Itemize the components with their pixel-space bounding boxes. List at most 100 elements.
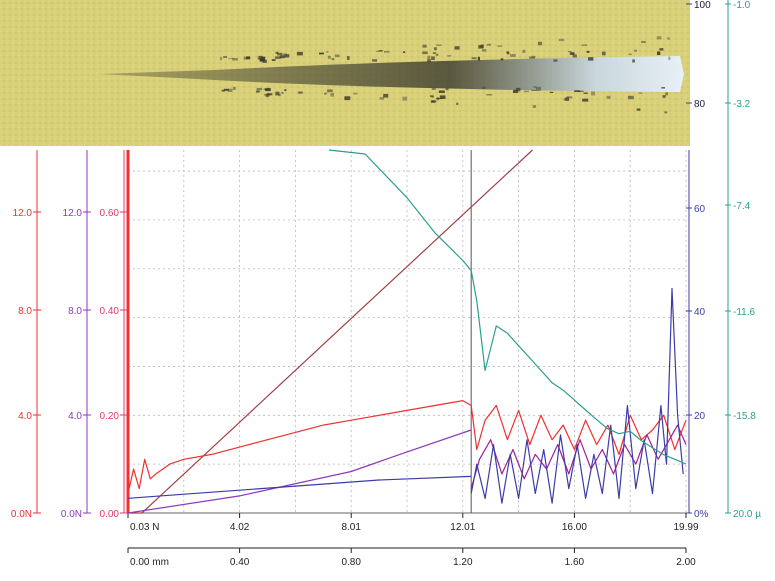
chip-fleck xyxy=(256,87,263,91)
chip-fleck xyxy=(486,94,493,96)
chip-fleck xyxy=(271,59,276,61)
axis-tick-label: -3.2 xyxy=(733,99,751,110)
axis-tick-label: 8.01 xyxy=(341,522,361,533)
chip-fleck xyxy=(279,55,285,59)
chip-fleck xyxy=(657,51,661,55)
chip-fleck xyxy=(531,89,537,91)
chip-fleck xyxy=(566,96,573,99)
chip-fleck xyxy=(262,59,267,63)
chip-fleck xyxy=(325,51,329,53)
chip-fleck xyxy=(445,87,449,91)
chip-fleck xyxy=(529,56,535,59)
axis-tick-label: 0.80 xyxy=(341,557,361,568)
chip-fleck xyxy=(327,89,333,93)
chip-fleck xyxy=(659,48,664,51)
axis-tick-label: 0% xyxy=(694,509,709,520)
chip-fleck xyxy=(513,89,519,93)
chip-fleck xyxy=(227,88,233,92)
axis-tick-label: 100 xyxy=(694,0,711,11)
axis-tick-label: -1.0 xyxy=(733,0,751,11)
chip-fleck xyxy=(628,95,634,100)
chip-fleck xyxy=(454,46,460,50)
chip-fleck xyxy=(574,90,581,92)
chip-fleck xyxy=(632,59,635,63)
axis-tick-label: 1.60 xyxy=(565,557,585,568)
chip-fleck xyxy=(436,44,442,46)
chip-fleck xyxy=(516,87,521,92)
axis-tick-label: 8.0 xyxy=(68,306,82,317)
chip-fleck xyxy=(522,49,526,53)
chip-fleck xyxy=(422,51,428,55)
chip-fleck xyxy=(500,58,504,61)
series-line-6 xyxy=(328,149,687,465)
chip-fleck xyxy=(506,51,509,54)
chip-fleck xyxy=(486,43,491,46)
axis-tick-label: 0.00 xyxy=(100,509,120,520)
chip-fleck xyxy=(267,93,273,96)
chip-fleck xyxy=(480,44,484,48)
chip-fleck xyxy=(638,92,643,94)
axis-tick-label: 0.0N xyxy=(61,509,82,520)
chip-fleck xyxy=(578,90,584,92)
chip-fleck xyxy=(284,89,287,91)
chip-fleck xyxy=(606,95,611,99)
axis-tick-label: 0.00 mm xyxy=(130,557,169,568)
chip-fleck xyxy=(586,50,590,53)
chip-fleck xyxy=(568,51,572,52)
chip-fleck xyxy=(435,53,439,56)
chip-fleck xyxy=(601,51,606,56)
chip-fleck xyxy=(482,86,486,90)
chip-fleck xyxy=(429,95,434,97)
axis-tick-label: -15.8 xyxy=(733,411,756,422)
chip-fleck xyxy=(265,88,271,92)
chip-fleck xyxy=(376,50,380,52)
chip-fleck xyxy=(523,90,529,93)
chip-fleck xyxy=(661,87,665,89)
chip-fleck xyxy=(384,50,390,53)
axis-tick-label: -11.6 xyxy=(733,307,755,318)
chip-fleck xyxy=(532,105,537,108)
chip-fleck xyxy=(402,96,408,101)
scratch-micrograph xyxy=(0,0,690,146)
series-line-2 xyxy=(127,475,472,499)
axis-tick-label: 1.20 xyxy=(453,557,473,568)
chip-fleck xyxy=(628,53,632,55)
chip-fleck xyxy=(278,93,281,97)
chip-fleck xyxy=(265,93,270,98)
chip-fleck xyxy=(447,55,452,57)
chip-fleck xyxy=(549,91,554,93)
chip-fleck xyxy=(284,54,290,58)
chip-fleck xyxy=(383,93,389,98)
axis-tick-label: 19.99 xyxy=(673,522,698,533)
axis-tick-label: 12.01 xyxy=(450,522,475,533)
axis-tick-label: 0.40 xyxy=(100,306,120,317)
chip-fleck xyxy=(433,47,437,51)
axis-tick-label: 4.02 xyxy=(230,522,250,533)
chip-fleck xyxy=(275,91,280,96)
axis-tick-label: 0.20 xyxy=(100,411,120,422)
chip-fleck xyxy=(569,52,575,55)
chip-fleck xyxy=(535,86,541,91)
chip-fleck xyxy=(477,56,480,61)
chip-fleck xyxy=(378,50,383,52)
chip-fleck xyxy=(379,97,384,100)
chip-fleck xyxy=(221,89,225,92)
chip-fleck xyxy=(261,59,264,61)
chip-fleck xyxy=(262,57,265,60)
chip-fleck xyxy=(572,54,577,58)
chip-fleck xyxy=(220,57,223,61)
chip-fleck xyxy=(533,86,537,88)
chip-fleck xyxy=(510,54,516,57)
chip-fleck xyxy=(427,55,431,59)
axis-tick-label: 20 xyxy=(694,411,706,422)
chip-fleck xyxy=(275,56,281,59)
chip-fleck xyxy=(372,59,378,62)
chip-fleck xyxy=(664,111,668,114)
axis-tick-label: 2.00 xyxy=(676,557,696,568)
chip-fleck xyxy=(471,57,477,60)
chip-fleck xyxy=(636,108,641,111)
chip-fleck xyxy=(591,91,596,96)
chip-fleck xyxy=(431,87,436,90)
